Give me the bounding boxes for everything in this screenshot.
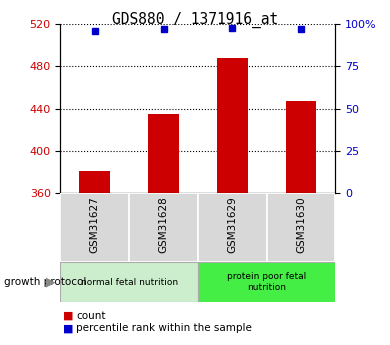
Bar	[267, 193, 335, 262]
Text: protein poor fetal
nutrition: protein poor fetal nutrition	[227, 272, 306, 292]
Bar	[129, 193, 198, 262]
Text: ▶: ▶	[46, 276, 55, 288]
Text: count: count	[76, 311, 106, 321]
Text: GSM31629: GSM31629	[227, 196, 237, 253]
Bar	[285, 101, 317, 193]
Text: percentile rank within the sample: percentile rank within the sample	[76, 324, 252, 333]
Bar	[198, 193, 267, 262]
Text: ■: ■	[63, 311, 73, 321]
Bar	[198, 262, 335, 302]
Bar	[60, 262, 198, 302]
Bar	[148, 114, 179, 193]
Text: GDS880 / 1371916_at: GDS880 / 1371916_at	[112, 12, 278, 28]
Text: normal fetal nutrition: normal fetal nutrition	[81, 277, 178, 287]
Text: GSM31627: GSM31627	[90, 196, 100, 253]
Text: ■: ■	[63, 324, 73, 333]
Text: growth protocol: growth protocol	[4, 277, 86, 287]
Bar	[79, 171, 110, 193]
Text: GSM31630: GSM31630	[296, 196, 306, 253]
Text: GSM31628: GSM31628	[159, 196, 168, 253]
Bar	[217, 58, 248, 193]
Bar	[60, 193, 129, 262]
